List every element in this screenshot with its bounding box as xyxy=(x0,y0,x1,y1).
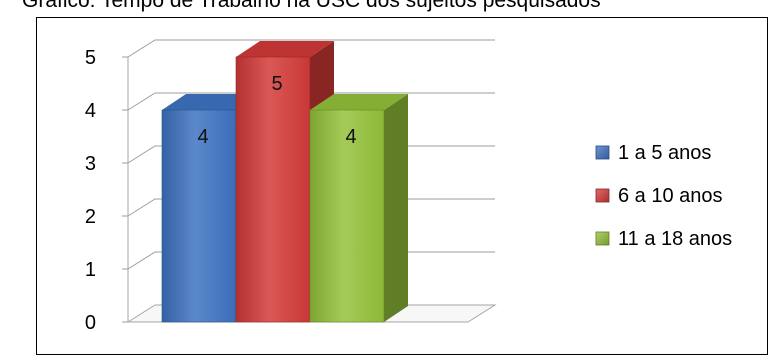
data-label: 5 xyxy=(271,73,282,95)
chart-caption: Gráfico: Tempo de Trabalho na USC dos su… xyxy=(22,0,601,12)
bars xyxy=(161,41,408,323)
data-label: 4 xyxy=(197,126,208,148)
bar-top-face xyxy=(162,94,260,110)
legend-label: 6 a 10 anos xyxy=(618,185,723,207)
legend: 1 a 5 anos 6 a 10 anos 11 a 18 anos xyxy=(595,142,732,250)
y-tick-label: 3 xyxy=(85,153,96,175)
y-tick-label: 4 xyxy=(85,100,96,122)
bar-front-face xyxy=(235,56,311,323)
data-labels: 4 5 4 xyxy=(197,73,356,148)
y-axis-ticks: 0 1 2 3 4 5 xyxy=(85,47,128,334)
y-tick-label: 1 xyxy=(85,259,96,281)
legend-item-1: 1 a 5 anos xyxy=(595,142,711,164)
legend-label: 1 a 5 anos xyxy=(618,142,711,164)
bar-top-face xyxy=(310,94,408,110)
bar-front-face xyxy=(161,109,237,323)
legend-label: 11 a 18 anos xyxy=(618,228,732,250)
legend-swatch xyxy=(595,231,610,246)
gridline xyxy=(127,92,495,111)
gridline xyxy=(127,39,495,58)
legend-swatch xyxy=(595,188,610,203)
bar-front-face xyxy=(309,109,385,323)
bar-top-face xyxy=(236,41,334,57)
legend-item-3: 11 a 18 anos xyxy=(595,228,732,250)
bar-side-face xyxy=(384,94,408,322)
legend-item-2: 6 a 10 anos xyxy=(595,185,723,207)
y-tick-label: 2 xyxy=(85,206,96,228)
bar-3 xyxy=(309,94,408,323)
y-tick-label: 5 xyxy=(85,47,96,69)
data-label: 4 xyxy=(345,126,356,148)
y-tick-label: 0 xyxy=(85,312,96,334)
legend-swatch xyxy=(595,145,610,160)
